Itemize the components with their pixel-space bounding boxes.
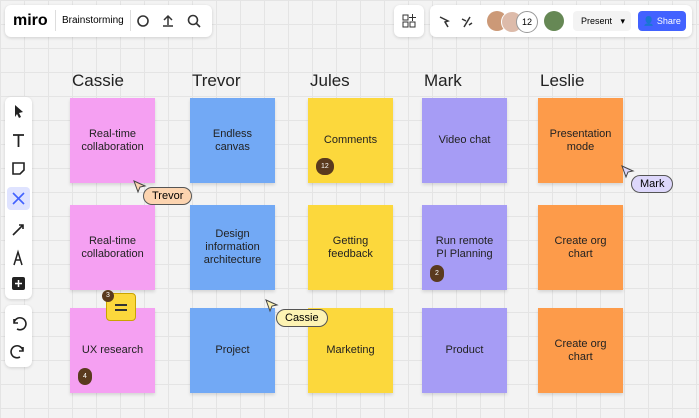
note-text: Presentation mode	[549, 127, 612, 153]
cursor-pointer	[133, 180, 147, 194]
note-text: Video chat	[438, 134, 491, 146]
note-text: Real-time collaboration	[81, 234, 144, 260]
sticky-note[interactable]: Endless canvas	[190, 98, 275, 183]
note-text: Run remote PI Planning	[435, 234, 494, 260]
collaborator-count[interactable]: 12	[516, 11, 538, 33]
sticky-note[interactable]: Project	[190, 308, 275, 393]
share-button[interactable]: 👤 Share	[638, 11, 686, 31]
cursor-label: Trevor	[143, 187, 193, 205]
note-text: Project	[215, 344, 250, 356]
reaction-icons[interactable]	[438, 13, 478, 29]
note-text: Create org chart	[554, 337, 607, 363]
note-text: Create org chart	[554, 234, 607, 260]
note-text: Product	[445, 344, 484, 356]
sticky-note[interactable]: Design information architecture	[190, 205, 275, 290]
note-text: Marketing	[326, 344, 375, 356]
sticky-note[interactable]: Getting feedback	[308, 205, 393, 290]
note-badge: 4	[78, 368, 92, 385]
note-badge: 2	[430, 265, 444, 282]
note-badge: 12	[316, 158, 334, 175]
sticky-note[interactable]: Comments 12	[308, 98, 393, 183]
cursor-pointer	[621, 165, 635, 179]
share-label: Share	[656, 16, 681, 26]
note-text: Endless canvas	[212, 127, 253, 153]
comment-count: 3	[102, 290, 114, 302]
sticky-note[interactable]: Create org chart	[538, 308, 623, 393]
note-text: Real-time collaboration	[81, 127, 144, 153]
cursor-label: Cassie	[276, 309, 328, 327]
sticky-note[interactable]: Video chat	[422, 98, 507, 183]
note-text: UX research	[81, 344, 144, 356]
column-name: Leslie	[540, 71, 585, 90]
present-label: Present	[581, 16, 613, 26]
top-left-bar: miro Brainstorming	[5, 5, 212, 37]
sticky-note[interactable]: Real-time collaboration	[70, 98, 155, 183]
logo[interactable]: miro	[13, 12, 48, 29]
note-text: Design information architecture	[203, 228, 262, 266]
board-name[interactable]: Brainstorming	[55, 10, 131, 31]
cursor-label: Mark	[631, 175, 674, 193]
sticky-note[interactable]: Run remote PI Planning 2	[422, 205, 507, 290]
sticky-note[interactable]: UX research 4	[70, 308, 155, 393]
column-name: Jules	[310, 71, 350, 90]
note-text: Getting feedback	[328, 234, 373, 260]
undo-redo-icons[interactable]	[5, 305, 32, 367]
sticky-note[interactable]: Real-time collaboration	[70, 205, 155, 290]
column-name: Cassie	[72, 71, 124, 90]
sticky-note[interactable]: Create org chart	[538, 205, 623, 290]
top-right-bar: 12 Present ▾ 👤 Share	[430, 5, 692, 37]
column-name: Mark	[424, 71, 462, 90]
sticky-note[interactable]: Product	[422, 308, 507, 393]
avatar[interactable]	[544, 11, 564, 31]
tool-bar	[5, 97, 32, 299]
note-text: Comments	[323, 134, 378, 146]
column-name: Trevor	[192, 71, 241, 90]
tool-icons[interactable]	[5, 97, 32, 299]
present-button[interactable]: Present ▾	[573, 11, 631, 31]
apps-button[interactable]	[394, 5, 424, 37]
sticky-note[interactable]: Presentation mode	[538, 98, 623, 183]
undo-bar	[5, 305, 32, 367]
board-icons[interactable]	[135, 13, 207, 29]
cursor-pointer	[265, 299, 279, 313]
